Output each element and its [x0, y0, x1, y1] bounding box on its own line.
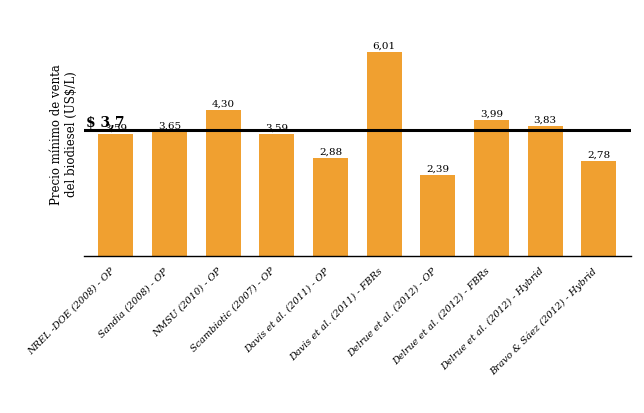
Text: 3,59: 3,59 — [265, 123, 289, 132]
Bar — [582, 162, 616, 256]
Text: 2,39: 2,39 — [426, 164, 450, 173]
Bar — [474, 121, 509, 256]
Text: 3,99: 3,99 — [480, 110, 503, 119]
Text: 3,59: 3,59 — [104, 123, 128, 132]
Text: 4,30: 4,30 — [212, 99, 235, 108]
Bar — [367, 53, 402, 256]
Bar — [152, 133, 187, 256]
Bar — [313, 159, 348, 256]
Text: 6,01: 6,01 — [373, 41, 396, 50]
Text: 3,65: 3,65 — [158, 121, 181, 130]
Bar — [421, 175, 455, 256]
Y-axis label: Precio mínimo de venta
del biodiesel (US$/L): Precio mínimo de venta del biodiesel (US… — [50, 64, 78, 204]
Bar — [206, 111, 241, 256]
Text: $ 3,7: $ 3,7 — [86, 115, 125, 129]
Text: 2,88: 2,88 — [319, 147, 342, 156]
Bar — [99, 135, 133, 256]
Text: 3,83: 3,83 — [534, 115, 557, 124]
Text: 2,78: 2,78 — [587, 151, 611, 159]
Bar — [260, 135, 294, 256]
Bar — [528, 126, 563, 256]
